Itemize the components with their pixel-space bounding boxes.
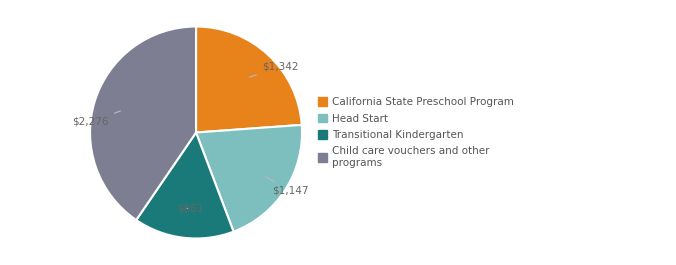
Text: $1,342: $1,342	[249, 62, 298, 77]
Wedge shape	[136, 132, 234, 238]
Wedge shape	[90, 26, 196, 220]
Text: $2,276: $2,276	[72, 111, 120, 127]
Wedge shape	[196, 125, 302, 232]
Text: $1,147: $1,147	[266, 177, 309, 196]
Text: $861: $861	[178, 204, 204, 214]
Wedge shape	[196, 26, 301, 132]
Legend: California State Preschool Program, Head Start, Transitional Kindergarten, Child: California State Preschool Program, Head…	[318, 97, 514, 168]
